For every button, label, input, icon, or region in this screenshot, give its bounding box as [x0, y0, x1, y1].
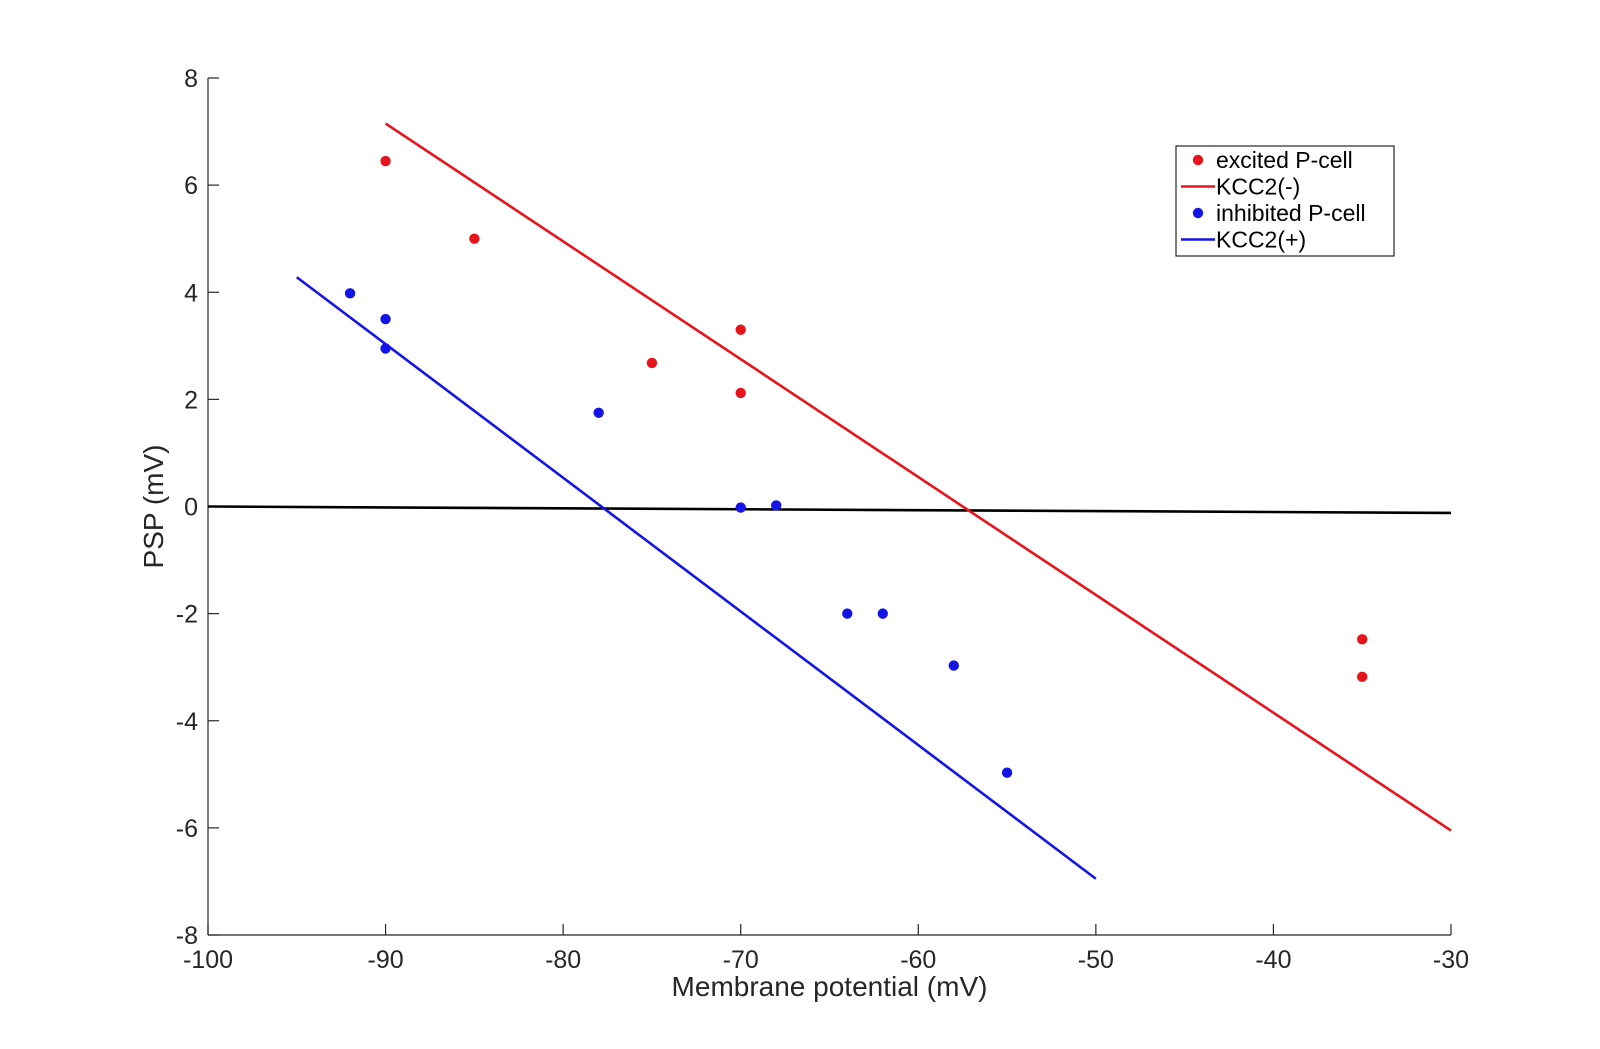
x-tick-label: -30	[1433, 946, 1469, 974]
x-tick-label: -80	[545, 946, 581, 974]
legend-box	[1175, 145, 1395, 257]
x-tick-label: -70	[723, 946, 759, 974]
data-point-excited-p-cell	[1357, 671, 1368, 683]
data-point-inhibited-p-cell	[877, 608, 888, 619]
x-tick-label: -40	[1255, 946, 1291, 974]
y-tick-label: -4	[176, 708, 198, 736]
legend-point-swatch	[1192, 207, 1204, 219]
series-line-kcc2	[384, 122, 1452, 832]
y-tick-label: -8	[176, 922, 198, 950]
y-tick-label: 8	[184, 65, 198, 93]
x-tick-label: -100	[183, 946, 233, 974]
legend-label: KCC2(-)	[1216, 174, 1300, 200]
y-tick-label: -6	[176, 815, 198, 843]
series-line-kcc2	[296, 276, 1097, 880]
data-point-excited-p-cell	[646, 357, 658, 369]
legend-point-swatch	[1192, 154, 1204, 166]
legend-label: KCC2(+)	[1216, 227, 1306, 253]
data-point-inhibited-p-cell	[593, 407, 604, 418]
y-tick-label: 2	[184, 386, 198, 414]
data-point-inhibited-p-cell	[1001, 767, 1013, 778]
legend-label: inhibited P-cell	[1216, 200, 1366, 226]
plot-area	[207, 122, 1452, 880]
x-tick-label: -60	[900, 946, 936, 974]
data-point-excited-p-cell	[380, 155, 391, 167]
axes: -100 -90 -80 -70 -60 -50 -40 -30 -8 -6 -4 -2 0 2 4 6 8	[176, 65, 1469, 974]
data-point-excited-p-cell	[469, 233, 480, 244]
data-point-excited-p-cell	[735, 324, 746, 335]
x-axis-title: Membrane potential (mV)	[672, 971, 988, 1002]
data-point-inhibited-p-cell	[771, 500, 782, 511]
y-tick-label: -2	[176, 601, 198, 629]
data-point-inhibited-p-cell	[735, 502, 746, 513]
y-tick-label: 4	[184, 279, 198, 307]
y-axis-title: PSP (mV)	[138, 445, 169, 569]
data-point-inhibited-p-cell	[842, 608, 853, 619]
legend-label: excited P-cell	[1216, 147, 1353, 173]
data-point-inhibited-p-cell	[380, 313, 391, 325]
data-point-excited-p-cell	[735, 387, 746, 399]
data-point-inhibited-p-cell	[344, 288, 356, 299]
data-point-inhibited-p-cell	[948, 660, 959, 671]
x-tick-label: -90	[368, 946, 404, 974]
zero-reference-line	[207, 505, 1452, 515]
x-tick-label: -50	[1078, 946, 1114, 974]
data-point-excited-p-cell	[1357, 634, 1368, 645]
y-tick-label: 0	[184, 494, 198, 522]
y-tick-label: 6	[184, 172, 198, 200]
